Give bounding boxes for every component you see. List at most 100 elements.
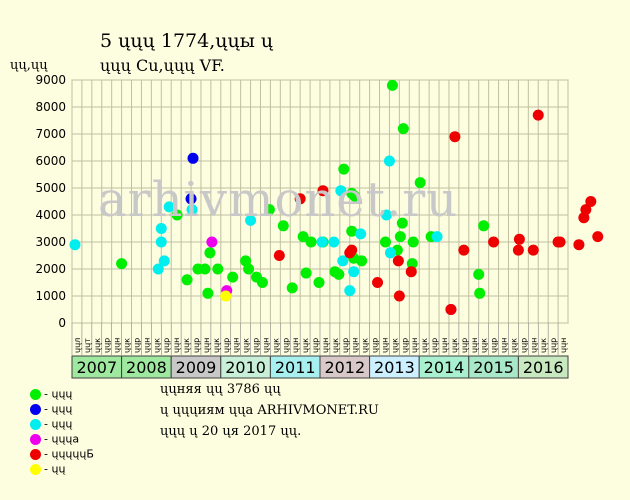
data-point — [316, 236, 328, 248]
data-point — [212, 263, 224, 275]
x-tick-label: ųųк — [182, 338, 191, 353]
x-tick-label: ųųк — [480, 338, 489, 353]
x-tick-label: ųųн — [261, 338, 270, 353]
data-point — [407, 236, 419, 248]
y-tick-label: 6000 — [35, 154, 66, 168]
data-point — [333, 268, 345, 280]
data-point — [263, 204, 275, 216]
data-point — [372, 277, 384, 288]
x-tick-label: ųųн — [321, 338, 330, 353]
data-point — [473, 268, 485, 280]
data-point — [185, 193, 197, 205]
data-point — [338, 163, 350, 175]
x-axis-quarter-labels: ųųл ųųт ųųк ųųр ųųн ųųк ųųр ųųн ųųк ųųр ųųн ųųк ųųр ų… — [71, 323, 568, 355]
x-tick-label: ųųн — [291, 338, 300, 353]
x-tick-label: ųųр — [430, 338, 439, 353]
x-tick-label: ųųк — [539, 338, 548, 353]
y-tick-label: 1000 — [35, 289, 66, 303]
data-point — [397, 123, 409, 135]
data-point — [187, 152, 199, 164]
y-tick-label: 7000 — [35, 127, 66, 141]
data-point — [305, 236, 317, 248]
data-point — [286, 282, 298, 294]
legend-label: - ųųųа — [44, 432, 80, 446]
average-price-note: ųųняя ųų 3786 ųų — [160, 382, 281, 397]
y-tick-label: 5000 — [35, 181, 66, 195]
year-band-label: 2007 — [76, 358, 117, 377]
year-band-label: 2010 — [225, 358, 266, 377]
x-tick-label: ųųк — [361, 338, 370, 353]
data-point — [220, 290, 232, 302]
y-tick-label: 8000 — [35, 100, 66, 114]
data-point — [317, 185, 329, 197]
x-tick-label: ųųн — [172, 338, 181, 353]
x-tick-label: ųųн — [380, 338, 389, 353]
data-point — [116, 258, 128, 270]
y-tick-label: 0 — [58, 316, 66, 330]
data-point — [414, 177, 426, 189]
data-point — [206, 236, 218, 248]
x-tick-label: ųųк — [123, 338, 132, 353]
x-tick-label: ųųк — [390, 338, 399, 353]
data-point — [449, 131, 461, 143]
data-point — [488, 236, 500, 248]
data-point — [346, 244, 358, 256]
data-point — [532, 109, 544, 121]
legend-label: - ųųų — [44, 402, 73, 416]
data-point — [155, 236, 167, 248]
y-tick-label: 3000 — [35, 235, 66, 249]
data-point — [152, 263, 164, 275]
x-tick-label: ųųк — [152, 338, 161, 353]
data-point — [337, 255, 349, 267]
year-bands: 2007 2008 2009 2010 2011 2012 2013 2014 2015 2016 — [71, 355, 569, 379]
date-note: ųųų ų 20 ųя 2017 ųų. — [160, 424, 302, 439]
blue-dot-icon — [30, 403, 41, 415]
legend-item: - ųų — [30, 462, 65, 476]
data-point — [380, 209, 392, 221]
data-point — [335, 185, 347, 197]
data-point — [585, 196, 597, 207]
data-point — [348, 266, 360, 278]
data-point — [69, 239, 81, 251]
data-point — [356, 255, 368, 267]
x-tick-label: ųųн — [529, 338, 538, 353]
year-band-label: 2014 — [424, 358, 465, 377]
data-point — [328, 236, 340, 248]
legend-item: - ųųų — [30, 402, 72, 416]
year-band-label: 2013 — [374, 358, 415, 377]
data-point — [431, 231, 443, 243]
data-point — [204, 247, 216, 259]
y-tick-label: 9000 — [35, 73, 66, 87]
x-tick-label: ųųк — [331, 338, 340, 353]
x-tick-label: ųųк — [212, 338, 221, 353]
data-point — [346, 225, 358, 237]
x-tick-label: ųųл — [73, 338, 82, 353]
data-point — [344, 285, 356, 297]
year-band-label: 2008 — [126, 358, 167, 377]
data-point — [379, 236, 391, 248]
x-tick-label: ųųк — [301, 338, 310, 353]
x-tick-label: ųųр — [371, 338, 380, 353]
data-point — [181, 274, 193, 286]
data-point — [297, 231, 309, 243]
data-point — [513, 233, 525, 245]
data-point — [580, 204, 592, 216]
legend-item: - ųųų — [30, 417, 72, 431]
data-point — [186, 204, 198, 216]
y-tick-label: 2000 — [35, 262, 66, 276]
red-dot-icon — [30, 448, 41, 460]
data-point — [202, 287, 214, 299]
x-tick-label: ųųр — [132, 338, 141, 353]
data-point — [256, 277, 268, 288]
x-tick-label: ųųт — [83, 338, 92, 353]
data-point — [458, 244, 470, 256]
x-tick-label: ųųр — [281, 338, 290, 353]
data-point — [393, 290, 405, 302]
cyan-dot-icon — [30, 418, 41, 430]
data-point — [294, 193, 306, 205]
x-tick-label: ųųн — [440, 338, 449, 353]
x-tick-label: ųųк — [242, 338, 251, 353]
x-tick-label: ųųн — [142, 338, 151, 353]
data-point — [346, 187, 358, 199]
chart-title-line2: ųųų Cu,ųųų VF. — [100, 56, 225, 75]
